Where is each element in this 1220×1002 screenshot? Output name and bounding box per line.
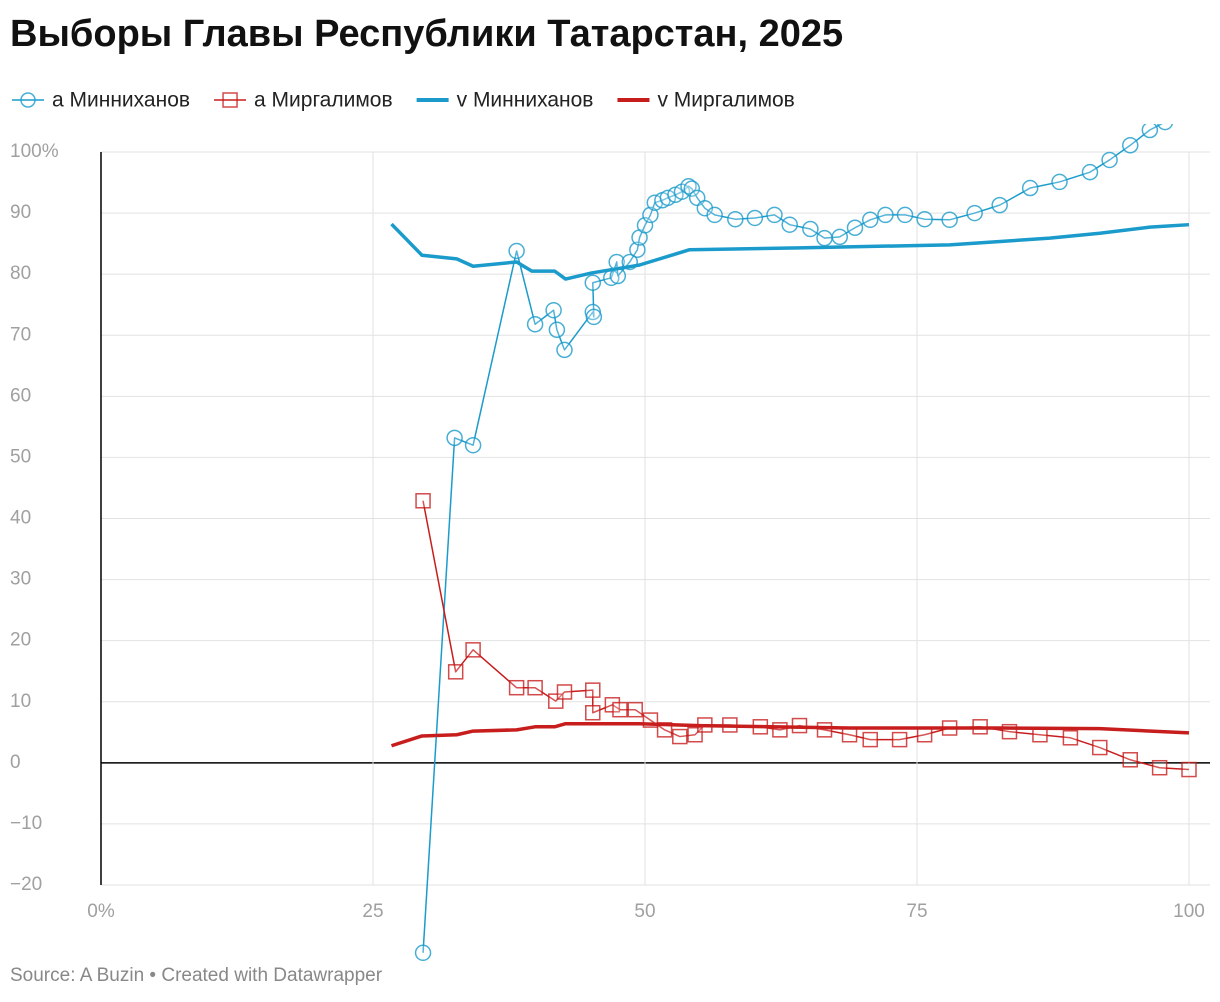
legend-label: а Миргалимов: [254, 89, 393, 112]
marker: [585, 704, 601, 721]
marker: [772, 722, 788, 738]
legend-label: а Минниханов: [52, 89, 190, 112]
y-tick-label: 30: [10, 569, 31, 590]
marker: [877, 206, 894, 224]
marker: [991, 196, 1008, 214]
marker: [916, 210, 933, 228]
marker: [1081, 163, 1099, 181]
x-tick-label: 0%: [87, 901, 115, 922]
marker: [841, 726, 858, 743]
marker: [526, 316, 544, 333]
legend-item: а Минниханов: [12, 89, 190, 112]
marker: [642, 206, 659, 224]
source: Source: A Buzin • Created with Datawrapp…: [10, 965, 383, 986]
y-tick-label: 80: [10, 263, 31, 284]
marker: [447, 664, 464, 680]
legend-label: v Минниханов: [457, 89, 594, 112]
y-tick-label: 60: [10, 385, 31, 406]
legend-item: v Минниханов: [416, 89, 594, 112]
marker: [891, 731, 908, 748]
y-tick-label: 90: [10, 202, 31, 223]
legend-label: v Миргалимов: [657, 89, 794, 112]
marker: [1121, 137, 1139, 154]
marker: [766, 206, 783, 224]
marker: [1092, 739, 1108, 756]
marker: [585, 682, 601, 698]
y-tick-label: 20: [10, 630, 31, 651]
marker: [585, 308, 603, 326]
marker: [556, 684, 573, 700]
marker: [548, 693, 564, 709]
marker: [1101, 151, 1118, 169]
marker: [727, 210, 744, 228]
y-tick-label: 10: [10, 691, 31, 712]
marker: [861, 211, 879, 229]
legend-item: v Миргалимов: [617, 89, 795, 112]
marker: [896, 206, 914, 224]
plot-area: [390, 124, 1197, 962]
y-tick-label: −20: [10, 874, 42, 895]
marker: [556, 341, 573, 359]
marker: [1021, 179, 1039, 197]
marker: [706, 206, 723, 224]
marker: [415, 493, 431, 509]
marker: [831, 228, 849, 246]
marker: [627, 701, 643, 718]
marker: [508, 242, 525, 260]
series-line: [422, 124, 1163, 953]
marker: [465, 642, 481, 658]
marker: [683, 180, 701, 197]
marker: [446, 429, 463, 447]
marker: [612, 701, 628, 718]
x-tick-label: 25: [362, 901, 383, 922]
chart-title: Выборы Главы Республики Татарстан, 2025: [10, 13, 843, 55]
y-tick-label: 70: [10, 324, 31, 345]
marker: [508, 679, 525, 696]
series-line: [390, 721, 1190, 748]
marker: [816, 722, 833, 738]
marker: [1122, 752, 1138, 768]
series-line: [390, 222, 1190, 281]
marker: [527, 679, 543, 696]
marker: [1141, 124, 1159, 139]
marker: [584, 274, 602, 291]
marker: [916, 726, 933, 743]
marker: [1157, 124, 1174, 131]
y-tick-label: 0: [10, 752, 21, 773]
marker: [746, 209, 764, 227]
marker: [414, 944, 432, 962]
marker: [802, 220, 819, 238]
marker: [548, 321, 566, 339]
marker: [862, 731, 878, 748]
legend-marker: [222, 92, 238, 108]
marker: [781, 216, 798, 233]
x-tick-label: 100: [1173, 901, 1205, 922]
marker: [941, 211, 958, 229]
y-tick-label: 100%: [10, 141, 59, 162]
y-tick-label: 40: [10, 508, 31, 529]
legend-item: а Миргалимов: [214, 89, 393, 112]
marker: [545, 301, 562, 319]
marker: [629, 241, 646, 258]
y-tick-label: −10: [10, 813, 42, 834]
marker: [1151, 759, 1168, 776]
marker: [846, 219, 864, 236]
y-tick-label: 50: [10, 446, 31, 467]
marker: [966, 204, 983, 222]
x-tick-label: 50: [634, 901, 655, 922]
x-tick-label: 75: [906, 901, 927, 922]
marker: [672, 728, 688, 745]
marker: [1062, 730, 1079, 746]
marker: [816, 229, 833, 247]
marker: [1051, 173, 1068, 191]
marker: [464, 436, 482, 454]
marker: [1181, 761, 1197, 778]
legend-marker: [20, 92, 36, 108]
